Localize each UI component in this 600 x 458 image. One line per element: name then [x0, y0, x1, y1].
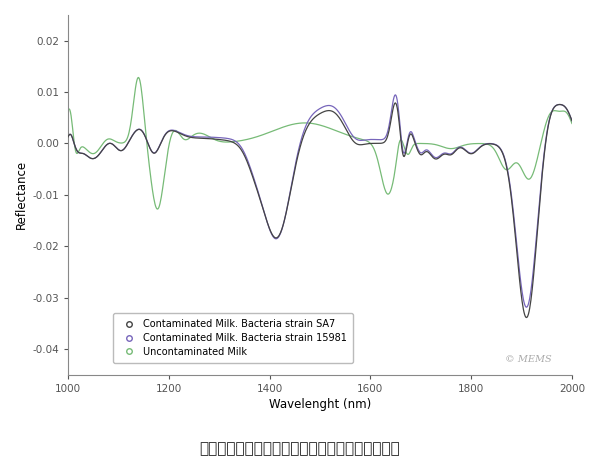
Text: 牛奶和未污染对照样品中生长的生物膜的光谱数据: 牛奶和未污染对照样品中生长的生物膜的光谱数据	[200, 441, 400, 456]
Text: © MEMS: © MEMS	[505, 355, 552, 364]
Legend: Contaminated Milk. Bacteria strain SA7, Contaminated Milk. Bacteria strain 15981: Contaminated Milk. Bacteria strain SA7, …	[113, 313, 353, 363]
X-axis label: Wavelenght (nm): Wavelenght (nm)	[269, 398, 371, 411]
Y-axis label: Reflectance: Reflectance	[15, 160, 28, 229]
